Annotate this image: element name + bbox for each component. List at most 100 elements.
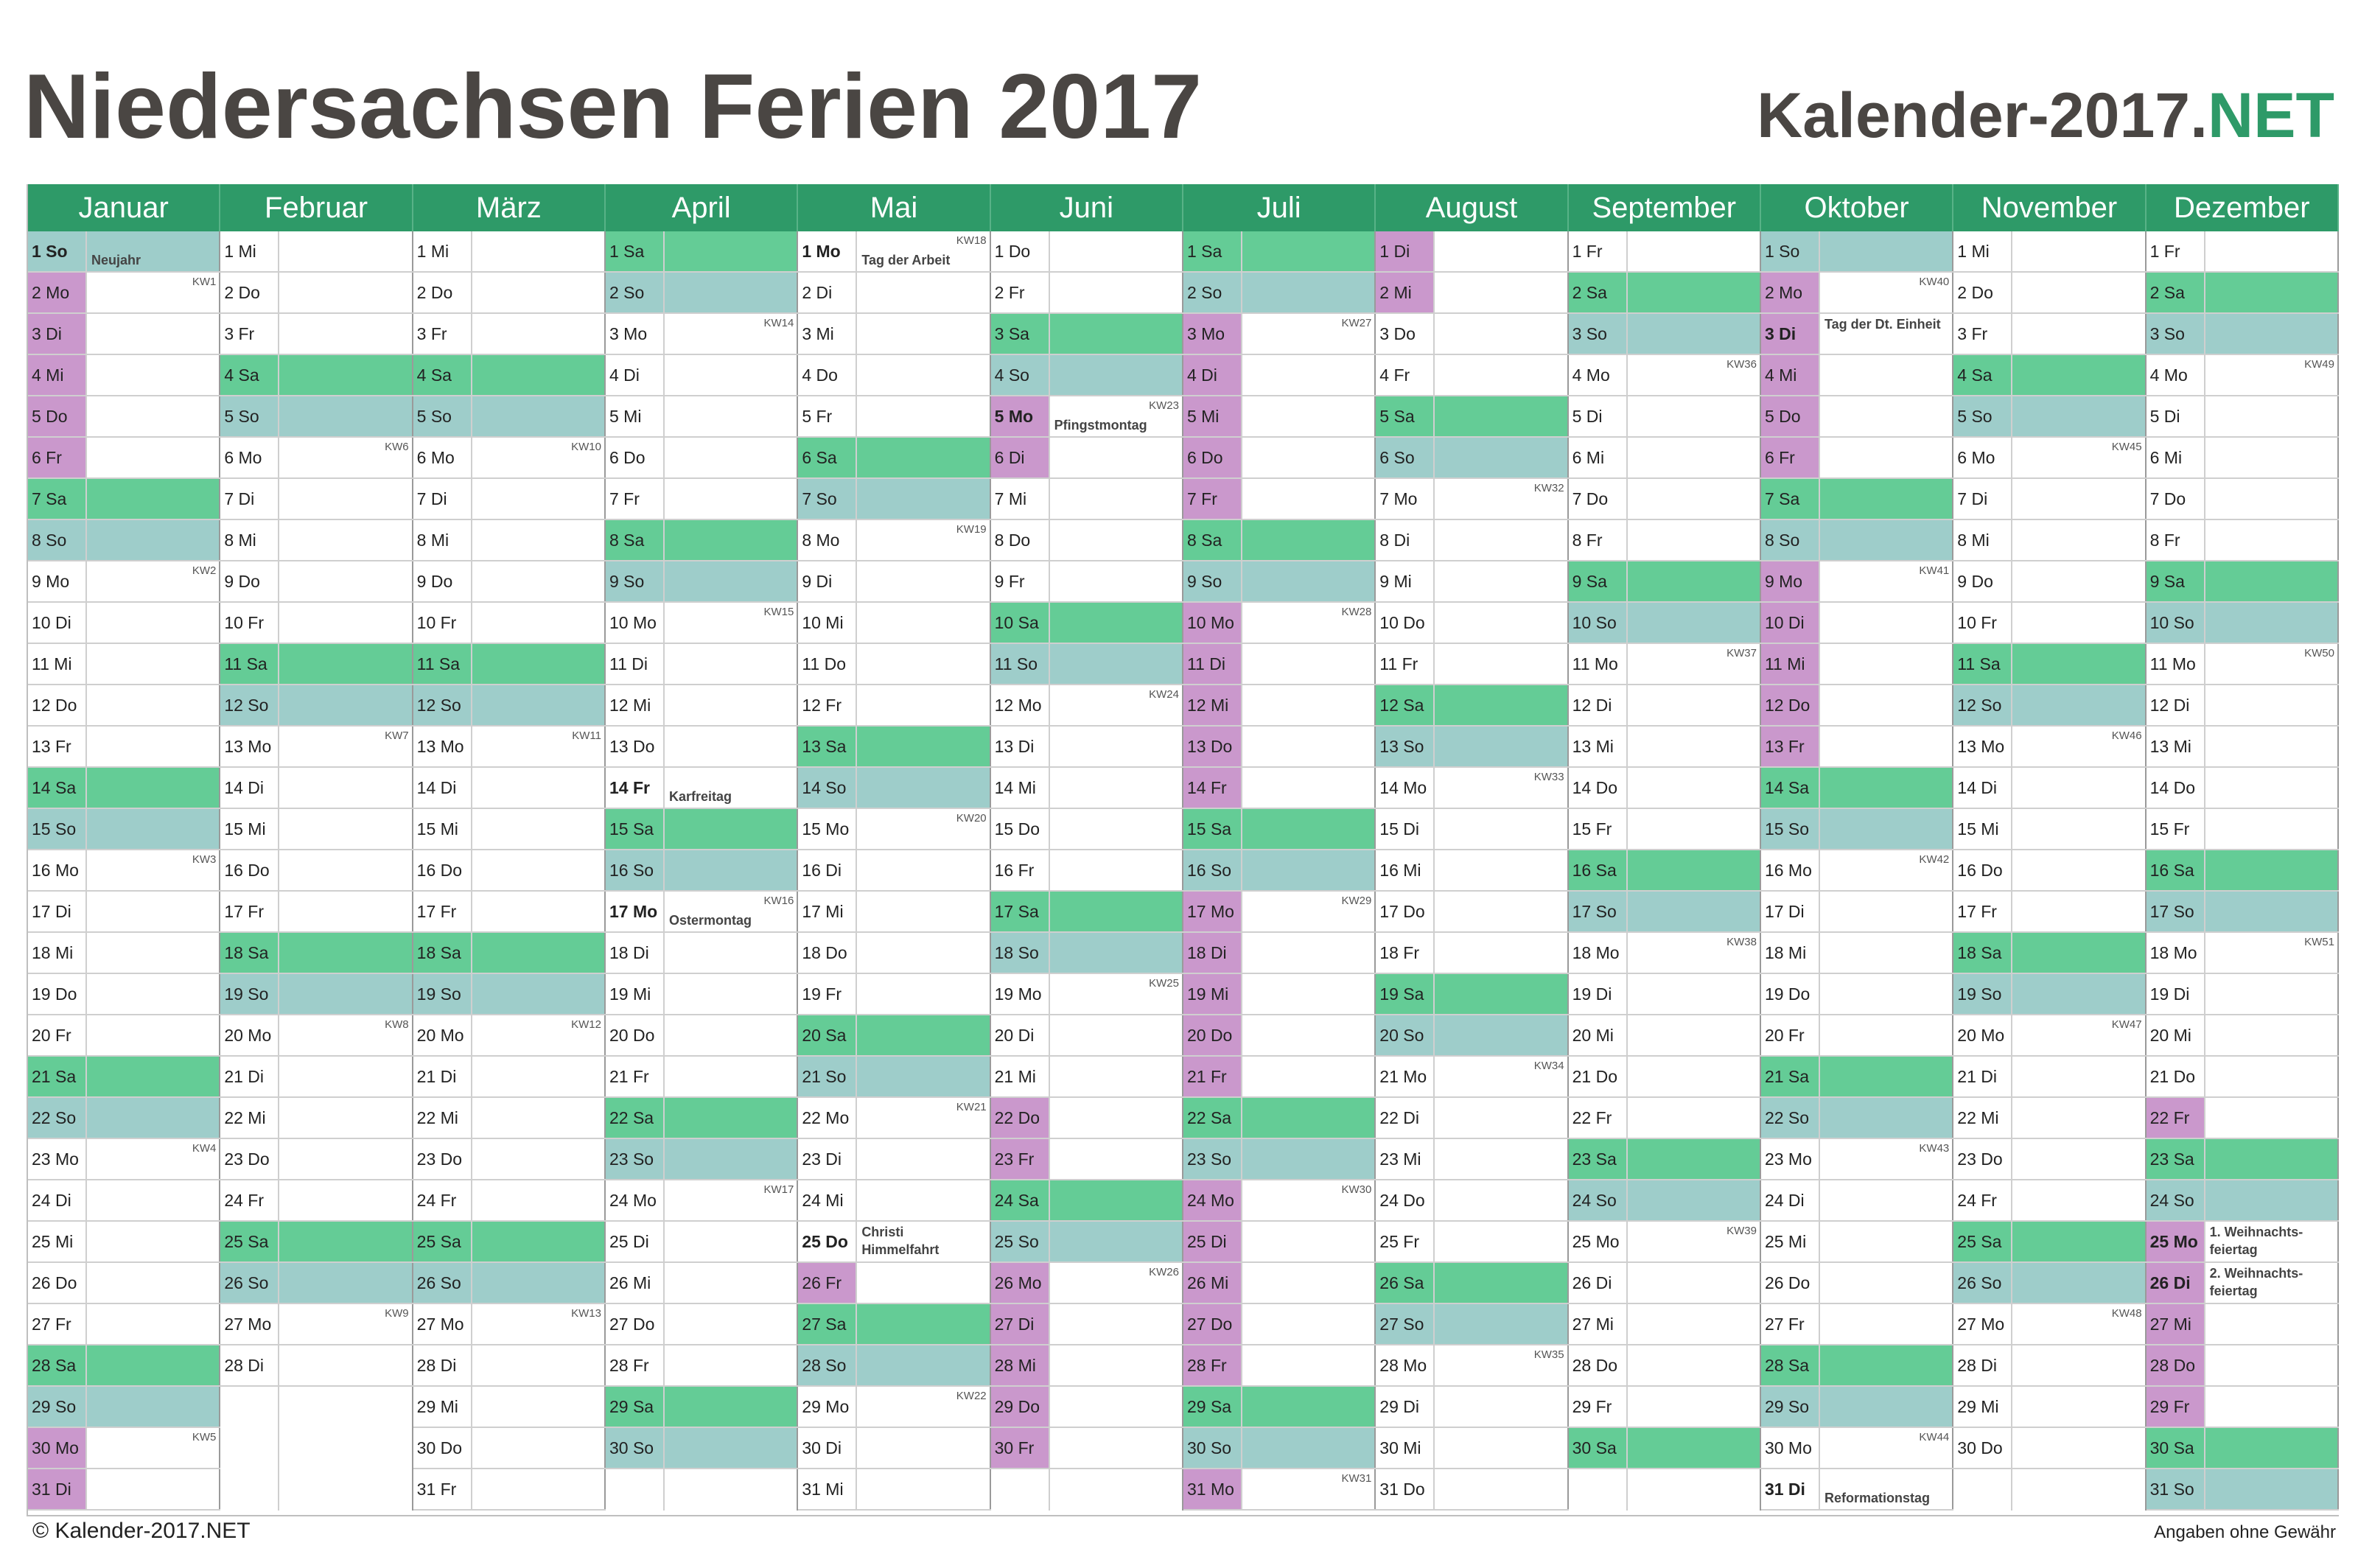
day-entry-cell[interactable]: [1242, 933, 1376, 973]
day-entry-cell[interactable]: [2012, 974, 2147, 1014]
day-row[interactable]: 24 So: [2146, 1180, 2339, 1222]
day-entry-cell[interactable]: [472, 1222, 606, 1261]
day-row[interactable]: 15 Mi: [413, 809, 606, 850]
day-row[interactable]: 19 So: [1953, 974, 2147, 1015]
day-entry-cell[interactable]: [1435, 892, 1569, 931]
day-entry-cell[interactable]: [472, 1345, 606, 1385]
day-row[interactable]: 5 Di: [2146, 396, 2339, 438]
day-entry-cell[interactable]: [1242, 850, 1376, 890]
day-entry-cell[interactable]: [87, 974, 221, 1014]
day-row[interactable]: 2 Mo KW40: [1760, 273, 1954, 314]
day-row[interactable]: 2 Do: [220, 273, 413, 314]
day-entry-cell[interactable]: [279, 1098, 413, 1138]
day-row[interactable]: 18 Fr: [1376, 933, 1569, 974]
day-entry-cell[interactable]: KW33: [1435, 768, 1569, 808]
day-entry-cell[interactable]: [87, 1015, 221, 1055]
day-row[interactable]: 7 Fr: [605, 479, 799, 520]
day-entry-cell[interactable]: [1050, 1345, 1183, 1385]
day-entry-cell[interactable]: [1049, 355, 1183, 395]
day-entry-cell[interactable]: [279, 1057, 413, 1096]
day-entry-cell[interactable]: [472, 396, 606, 436]
day-entry-cell[interactable]: [1435, 1304, 1569, 1344]
day-entry-cell[interactable]: KW51: [2205, 933, 2339, 973]
day-row[interactable]: 21 Di: [220, 1057, 413, 1098]
day-row[interactable]: 12 Sa: [1376, 685, 1569, 727]
day-row[interactable]: 28 Sa: [28, 1345, 221, 1387]
day-entry-cell[interactable]: [1242, 1345, 1376, 1385]
day-row[interactable]: 9 Do: [220, 561, 413, 603]
day-entry-cell[interactable]: [857, 1428, 991, 1468]
day-row[interactable]: 15 Mo KW20: [798, 809, 991, 850]
day-row[interactable]: 4 Fr: [1376, 355, 1569, 396]
day-entry-cell[interactable]: [1628, 1015, 1761, 1055]
day-row[interactable]: 6 Mi: [2146, 438, 2339, 479]
day-row[interactable]: 7 Sa: [28, 479, 221, 520]
day-row[interactable]: 17 Fr: [1953, 892, 2147, 933]
day-entry-cell[interactable]: [2205, 974, 2339, 1014]
day-entry-cell[interactable]: [2012, 809, 2147, 849]
day-entry-cell[interactable]: [665, 1304, 799, 1344]
day-entry-cell[interactable]: [1628, 685, 1761, 725]
day-row[interactable]: 8 So: [28, 520, 221, 561]
day-entry-cell[interactable]: [472, 355, 606, 395]
day-row[interactable]: 23 Fr: [990, 1139, 1183, 1180]
day-entry-cell[interactable]: [857, 1345, 991, 1385]
day-entry-cell[interactable]: [2012, 644, 2147, 684]
day-row[interactable]: 10 Fr: [413, 603, 606, 644]
day-row[interactable]: 23 Mi: [1376, 1139, 1569, 1180]
day-entry-cell[interactable]: [664, 520, 799, 560]
day-entry-cell[interactable]: [472, 768, 606, 808]
day-entry-cell[interactable]: Tag der Dt. Einheit: [1820, 314, 1954, 354]
day-entry-cell[interactable]: [279, 1139, 413, 1179]
day-entry-cell[interactable]: [87, 603, 221, 643]
day-entry-cell[interactable]: [1435, 1098, 1569, 1138]
day-row[interactable]: 22 Do: [990, 1098, 1183, 1139]
day-row[interactable]: 21 Di: [1953, 1057, 2147, 1098]
day-row[interactable]: 15 So: [1760, 809, 1954, 850]
day-row[interactable]: 28 Mo KW35: [1376, 1345, 1569, 1387]
day-entry-cell[interactable]: [665, 933, 799, 973]
day-row[interactable]: 6 Di: [990, 438, 1183, 479]
day-entry-cell[interactable]: KW40: [1820, 273, 1954, 312]
day-row[interactable]: 19 Do: [28, 974, 221, 1015]
day-row[interactable]: 22 Di: [1376, 1098, 1569, 1139]
day-entry-cell[interactable]: KW46: [2012, 727, 2147, 766]
day-entry-cell[interactable]: [2012, 273, 2147, 312]
day-row[interactable]: 27 Di: [990, 1304, 1183, 1345]
day-entry-cell[interactable]: KW16 Ostermontag: [665, 892, 799, 931]
day-row[interactable]: 26 So: [220, 1263, 413, 1304]
day-row[interactable]: 20 Fr: [28, 1015, 221, 1057]
day-row[interactable]: 22 So: [28, 1098, 221, 1139]
day-row[interactable]: 13 Mo KW11: [413, 727, 606, 768]
day-entry-cell[interactable]: [1435, 520, 1569, 560]
day-entry-cell[interactable]: [2012, 231, 2147, 271]
day-row[interactable]: 23 Di: [798, 1139, 991, 1180]
day-row[interactable]: 1 Sa: [605, 231, 799, 273]
day-entry-cell[interactable]: [1435, 396, 1569, 436]
day-entry-cell[interactable]: [2012, 603, 2147, 643]
day-row[interactable]: 11 Mo KW50: [2146, 644, 2339, 685]
day-entry-cell[interactable]: [2205, 1387, 2339, 1427]
day-entry-cell[interactable]: [87, 520, 221, 560]
day-row[interactable]: 2 Do: [413, 273, 606, 314]
day-entry-cell[interactable]: [665, 727, 799, 766]
day-entry-cell[interactable]: KW31: [1242, 1469, 1376, 1509]
day-row[interactable]: 5 Do: [1760, 396, 1954, 438]
day-entry-cell[interactable]: [1435, 1180, 1569, 1220]
day-row[interactable]: 19 So: [413, 974, 606, 1015]
day-entry-cell[interactable]: KW4: [87, 1139, 221, 1179]
day-row[interactable]: 20 Do: [605, 1015, 799, 1057]
day-row[interactable]: 2 So: [605, 273, 799, 314]
day-entry-cell[interactable]: [1435, 727, 1569, 766]
day-entry-cell[interactable]: [1820, 1015, 1954, 1055]
day-entry-cell[interactable]: [2205, 603, 2339, 643]
day-entry-cell[interactable]: [1435, 603, 1569, 643]
day-row[interactable]: 16 Do: [413, 850, 606, 892]
day-row[interactable]: 24 Do: [1376, 1180, 1569, 1222]
day-row[interactable]: 8 Mi: [220, 520, 413, 561]
day-entry-cell[interactable]: [2205, 1428, 2339, 1468]
day-row[interactable]: 27 Do: [605, 1304, 799, 1345]
day-row[interactable]: 29 Do: [990, 1387, 1183, 1428]
day-row[interactable]: 5 Di: [1568, 396, 1761, 438]
day-row[interactable]: 31 Di: [28, 1469, 221, 1511]
